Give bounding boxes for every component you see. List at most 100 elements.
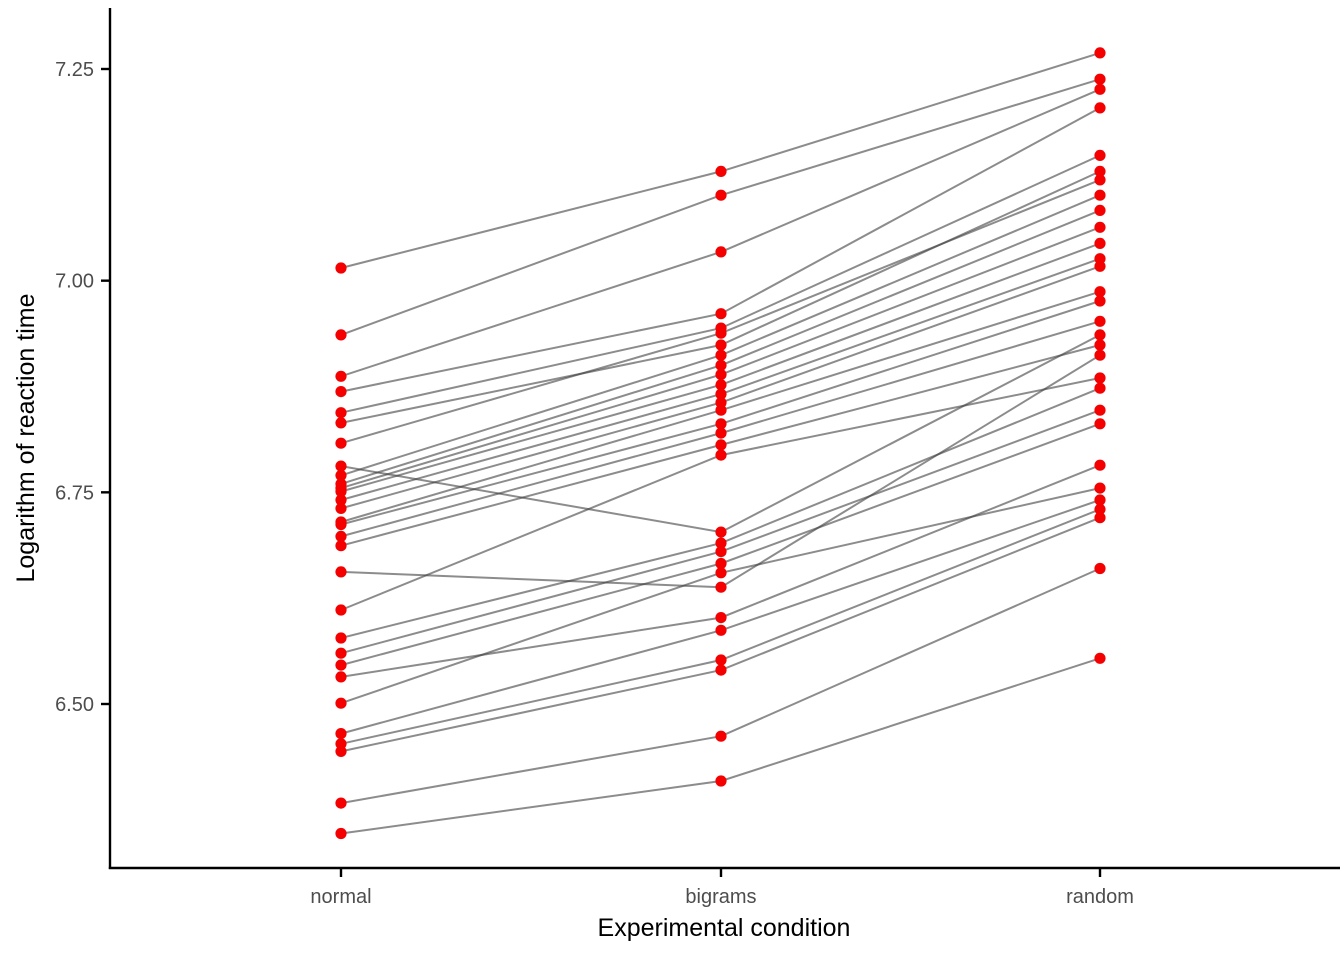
data-point: [1094, 237, 1106, 249]
data-point: [715, 612, 727, 624]
data-point: [335, 647, 347, 659]
data-point: [335, 417, 347, 429]
data-point: [1094, 83, 1106, 95]
data-point: [715, 388, 727, 400]
data-point: [1094, 459, 1106, 471]
data-point: [715, 427, 727, 439]
y-tick-label: 7.25: [55, 59, 94, 81]
subject-line: [340, 567, 1101, 805]
data-point: [335, 745, 347, 758]
data-point: [335, 518, 347, 531]
data-point: [715, 359, 727, 371]
data-point: [715, 449, 727, 461]
data-point: [715, 730, 727, 742]
data-point: [335, 797, 347, 809]
data-point: [1094, 165, 1106, 177]
x-axis-ticks-layer: normal bigrams random: [310, 868, 1134, 908]
y-axis-title: Logarithm of reaction time: [12, 293, 40, 582]
data-point: [715, 775, 727, 787]
data-point: [715, 664, 727, 676]
data-point: [335, 671, 347, 683]
data-point: [715, 369, 727, 381]
data-point: [335, 632, 347, 644]
data-point: [715, 349, 727, 361]
data-point: [1094, 102, 1106, 114]
data-point: [1094, 482, 1106, 494]
data-point: [1094, 652, 1106, 664]
subject-line: [340, 657, 1101, 835]
data-point: [335, 728, 347, 740]
data-point: [715, 339, 727, 351]
x-tick-label: bigrams: [685, 886, 756, 908]
data-point: [1094, 221, 1106, 233]
data-point: [335, 604, 347, 616]
data-point: [1094, 512, 1106, 524]
data-point: [1094, 174, 1106, 186]
data-point: [715, 526, 727, 538]
data-point: [1094, 562, 1106, 575]
data-points-layer: [335, 47, 1106, 840]
data-point: [1094, 315, 1106, 327]
data-point: [1094, 295, 1106, 307]
x-tick-label: normal: [310, 886, 371, 908]
data-point: [1094, 47, 1106, 59]
data-point: [1094, 418, 1106, 430]
data-point: [1094, 382, 1106, 394]
data-point: [335, 827, 347, 840]
data-point: [715, 189, 727, 201]
y-tick-label: 6.75: [55, 482, 94, 504]
data-point: [1094, 503, 1106, 515]
data-point: [715, 537, 727, 549]
data-point: [335, 370, 347, 382]
data-point: [715, 404, 727, 416]
data-point: [1094, 189, 1106, 201]
data-point: [335, 469, 347, 481]
data-point: [715, 379, 727, 391]
data-point: [1094, 149, 1106, 161]
data-point: [335, 437, 347, 449]
data-point: [715, 165, 727, 177]
data-point: [335, 494, 347, 506]
data-point: [1094, 339, 1106, 351]
data-point: [1094, 329, 1106, 341]
subject-line: [340, 51, 1101, 269]
x-axis-title: Experimental condition: [598, 914, 851, 942]
x-tick-label: random: [1066, 886, 1134, 908]
data-point: [335, 502, 347, 514]
data-point: [715, 557, 727, 570]
data-point: [1094, 349, 1106, 361]
data-point: [715, 439, 727, 451]
data-point: [715, 581, 727, 593]
data-point: [335, 460, 347, 472]
data-point: [335, 530, 347, 543]
data-point: [715, 546, 727, 558]
data-point: [715, 327, 727, 339]
y-tick-label: 7.00: [55, 271, 94, 293]
data-point: [1094, 204, 1106, 216]
data-point: [335, 262, 347, 274]
data-point: [715, 418, 727, 430]
y-axis-ticks-layer: 6.50 6.75 7.00 7.25: [55, 59, 110, 716]
data-point: [715, 246, 727, 258]
data-point: [335, 485, 347, 498]
data-point: [715, 567, 727, 579]
data-point: [335, 407, 347, 419]
data-point: [1094, 260, 1106, 272]
data-point: [335, 566, 347, 578]
data-point: [715, 624, 727, 636]
data-point: [1094, 372, 1106, 384]
y-tick-label: 6.50: [55, 694, 94, 716]
data-point: [1094, 73, 1106, 85]
data-point: [335, 697, 347, 709]
data-point: [335, 386, 347, 398]
data-point: [1094, 494, 1106, 506]
data-point: [335, 659, 347, 671]
data-point: [715, 308, 727, 320]
data-point: [1094, 404, 1106, 416]
data-point: [335, 540, 347, 552]
data-point: [1094, 286, 1106, 298]
data-point: [335, 329, 347, 341]
data-point: [715, 654, 727, 666]
